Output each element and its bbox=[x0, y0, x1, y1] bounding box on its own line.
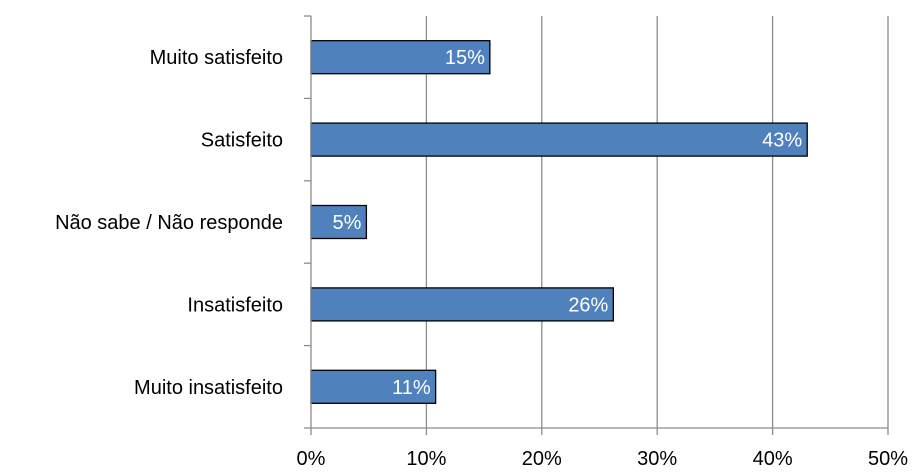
bar-0 bbox=[310, 40, 491, 75]
category-label: Insatisfeito bbox=[187, 294, 283, 316]
labels: 0% 10% 20% 30% 40% 50% 15% Muito satisfeito 43% S… bbox=[55, 47, 908, 470]
x-tick-label: 0% bbox=[297, 448, 326, 470]
axes bbox=[304, 15, 889, 435]
gridlines bbox=[425, 16, 889, 428]
bar-value-label: 5% bbox=[332, 212, 361, 234]
x-tick-label: 30% bbox=[637, 448, 677, 470]
category-label: Muito insatisfeito bbox=[134, 377, 283, 399]
bar-3 bbox=[310, 287, 614, 322]
bars bbox=[310, 40, 808, 404]
x-tick-label: 20% bbox=[522, 448, 562, 470]
bar-value-label: 15% bbox=[445, 47, 485, 69]
x-tick-label: 40% bbox=[753, 448, 793, 470]
bar-1 bbox=[310, 122, 808, 157]
bar-4 bbox=[310, 369, 437, 404]
category-label: Satisfeito bbox=[201, 130, 283, 152]
bar-value-label: 11% bbox=[392, 377, 431, 399]
x-tick-label: 50% bbox=[868, 448, 908, 470]
bar-value-label: 26% bbox=[568, 294, 608, 316]
bar-value-label: 43% bbox=[762, 130, 802, 152]
category-label: Não sabe / Não responde bbox=[55, 212, 283, 234]
category-label: Muito satisfeito bbox=[150, 47, 283, 69]
x-tick-label: 10% bbox=[406, 448, 446, 470]
